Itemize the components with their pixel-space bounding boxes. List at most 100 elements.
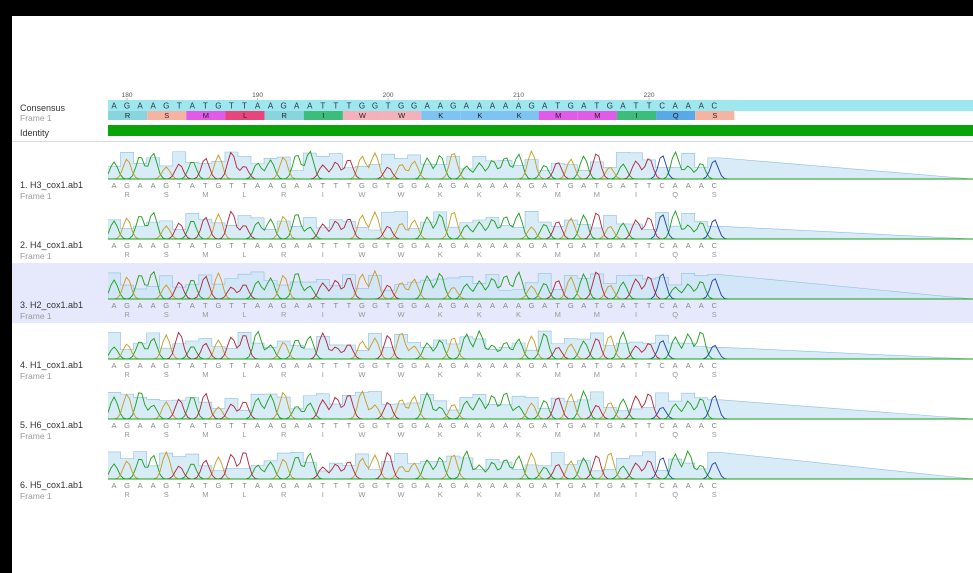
amino-acid: M (555, 430, 561, 439)
base-call: A (686, 421, 691, 430)
base-call: T (347, 361, 352, 370)
consensus-aa: W (359, 111, 367, 120)
base-call: A (490, 421, 495, 430)
read-name[interactable]: 3. H2_cox1.ab1 (20, 300, 84, 310)
base-call: A (307, 181, 312, 190)
amino-acid: W (398, 490, 406, 499)
base-call: G (398, 481, 404, 490)
base-call: A (490, 181, 495, 190)
base-call: T (177, 361, 182, 370)
base-call: A (516, 241, 521, 250)
base-call: G (411, 301, 417, 310)
amino-acid: I (635, 310, 637, 319)
consensus-aa: K (477, 111, 482, 120)
consensus-aa: M (203, 111, 209, 120)
consensus-base: A (150, 102, 156, 111)
amino-acid: R (124, 490, 130, 499)
base-call: T (229, 481, 234, 490)
base-call: A (138, 361, 143, 370)
base-call: T (242, 241, 247, 250)
base-call: A (151, 421, 156, 430)
base-call: G (372, 481, 378, 490)
base-call: G (607, 301, 613, 310)
base-call: A (151, 481, 156, 490)
base-call: G (281, 241, 287, 250)
ruler-tick-label: 210 (513, 92, 524, 99)
read-name[interactable]: 1. H3_cox1.ab1 (20, 180, 84, 190)
base-call: A (542, 361, 547, 370)
base-call: T (177, 421, 182, 430)
consensus-base: T (555, 102, 560, 111)
base-call: T (203, 301, 208, 310)
base-call: G (359, 481, 365, 490)
consensus-base: T (203, 102, 208, 111)
base-call: T (321, 421, 326, 430)
amino-acid: K (438, 370, 443, 379)
base-call: A (255, 361, 260, 370)
read-name[interactable]: 5. H6_cox1.ab1 (20, 420, 84, 430)
base-call: G (529, 181, 535, 190)
base-call: G (411, 241, 417, 250)
base-call: A (111, 421, 116, 430)
base-call: A (464, 361, 469, 370)
consensus-aa: Q (673, 111, 679, 120)
base-call: G (124, 481, 130, 490)
read-name[interactable]: 4. H1_cox1.ab1 (20, 360, 84, 370)
amino-acid: R (124, 250, 130, 259)
consensus-band (108, 100, 973, 111)
base-call: T (203, 421, 208, 430)
base-call: G (568, 481, 574, 490)
base-call: G (124, 241, 130, 250)
base-call: T (634, 241, 639, 250)
base-call: A (294, 301, 299, 310)
base-call: A (307, 241, 312, 250)
amino-acid: Q (672, 370, 678, 379)
base-call: A (516, 361, 521, 370)
base-call: A (581, 301, 586, 310)
amino-acid: K (516, 370, 521, 379)
consensus-frame-label: Frame 1 (20, 113, 52, 123)
base-call: G (359, 361, 365, 370)
base-call: A (268, 301, 273, 310)
base-call: G (215, 361, 221, 370)
base-call: C (659, 241, 665, 250)
read-name[interactable]: 6. H5_cox1.ab1 (20, 480, 84, 490)
base-call: G (529, 481, 535, 490)
base-call: C (659, 421, 665, 430)
amino-acid: S (712, 490, 717, 499)
base-call: A (294, 241, 299, 250)
base-call: A (686, 481, 691, 490)
amino-acid: K (516, 190, 521, 199)
base-call: A (699, 361, 704, 370)
base-call: A (425, 301, 430, 310)
base-call: A (294, 361, 299, 370)
base-call: A (307, 481, 312, 490)
base-call: A (268, 181, 273, 190)
consensus-base: G (528, 102, 534, 111)
amino-acid: K (477, 430, 482, 439)
base-call: T (634, 421, 639, 430)
base-call: G (568, 301, 574, 310)
read-name[interactable]: 2. H4_cox1.ab1 (20, 240, 84, 250)
base-call: T (229, 361, 234, 370)
base-call: A (503, 241, 508, 250)
consensus-base: G (411, 102, 417, 111)
ruler-tick-label: 200 (383, 92, 394, 99)
consensus-base: G (398, 102, 404, 111)
identity-label: Identity (20, 128, 50, 138)
base-call: G (372, 421, 378, 430)
base-call: T (177, 301, 182, 310)
amino-acid: W (358, 190, 366, 199)
base-call: T (347, 481, 352, 490)
amino-acid: Q (672, 430, 678, 439)
base-call: A (190, 241, 195, 250)
